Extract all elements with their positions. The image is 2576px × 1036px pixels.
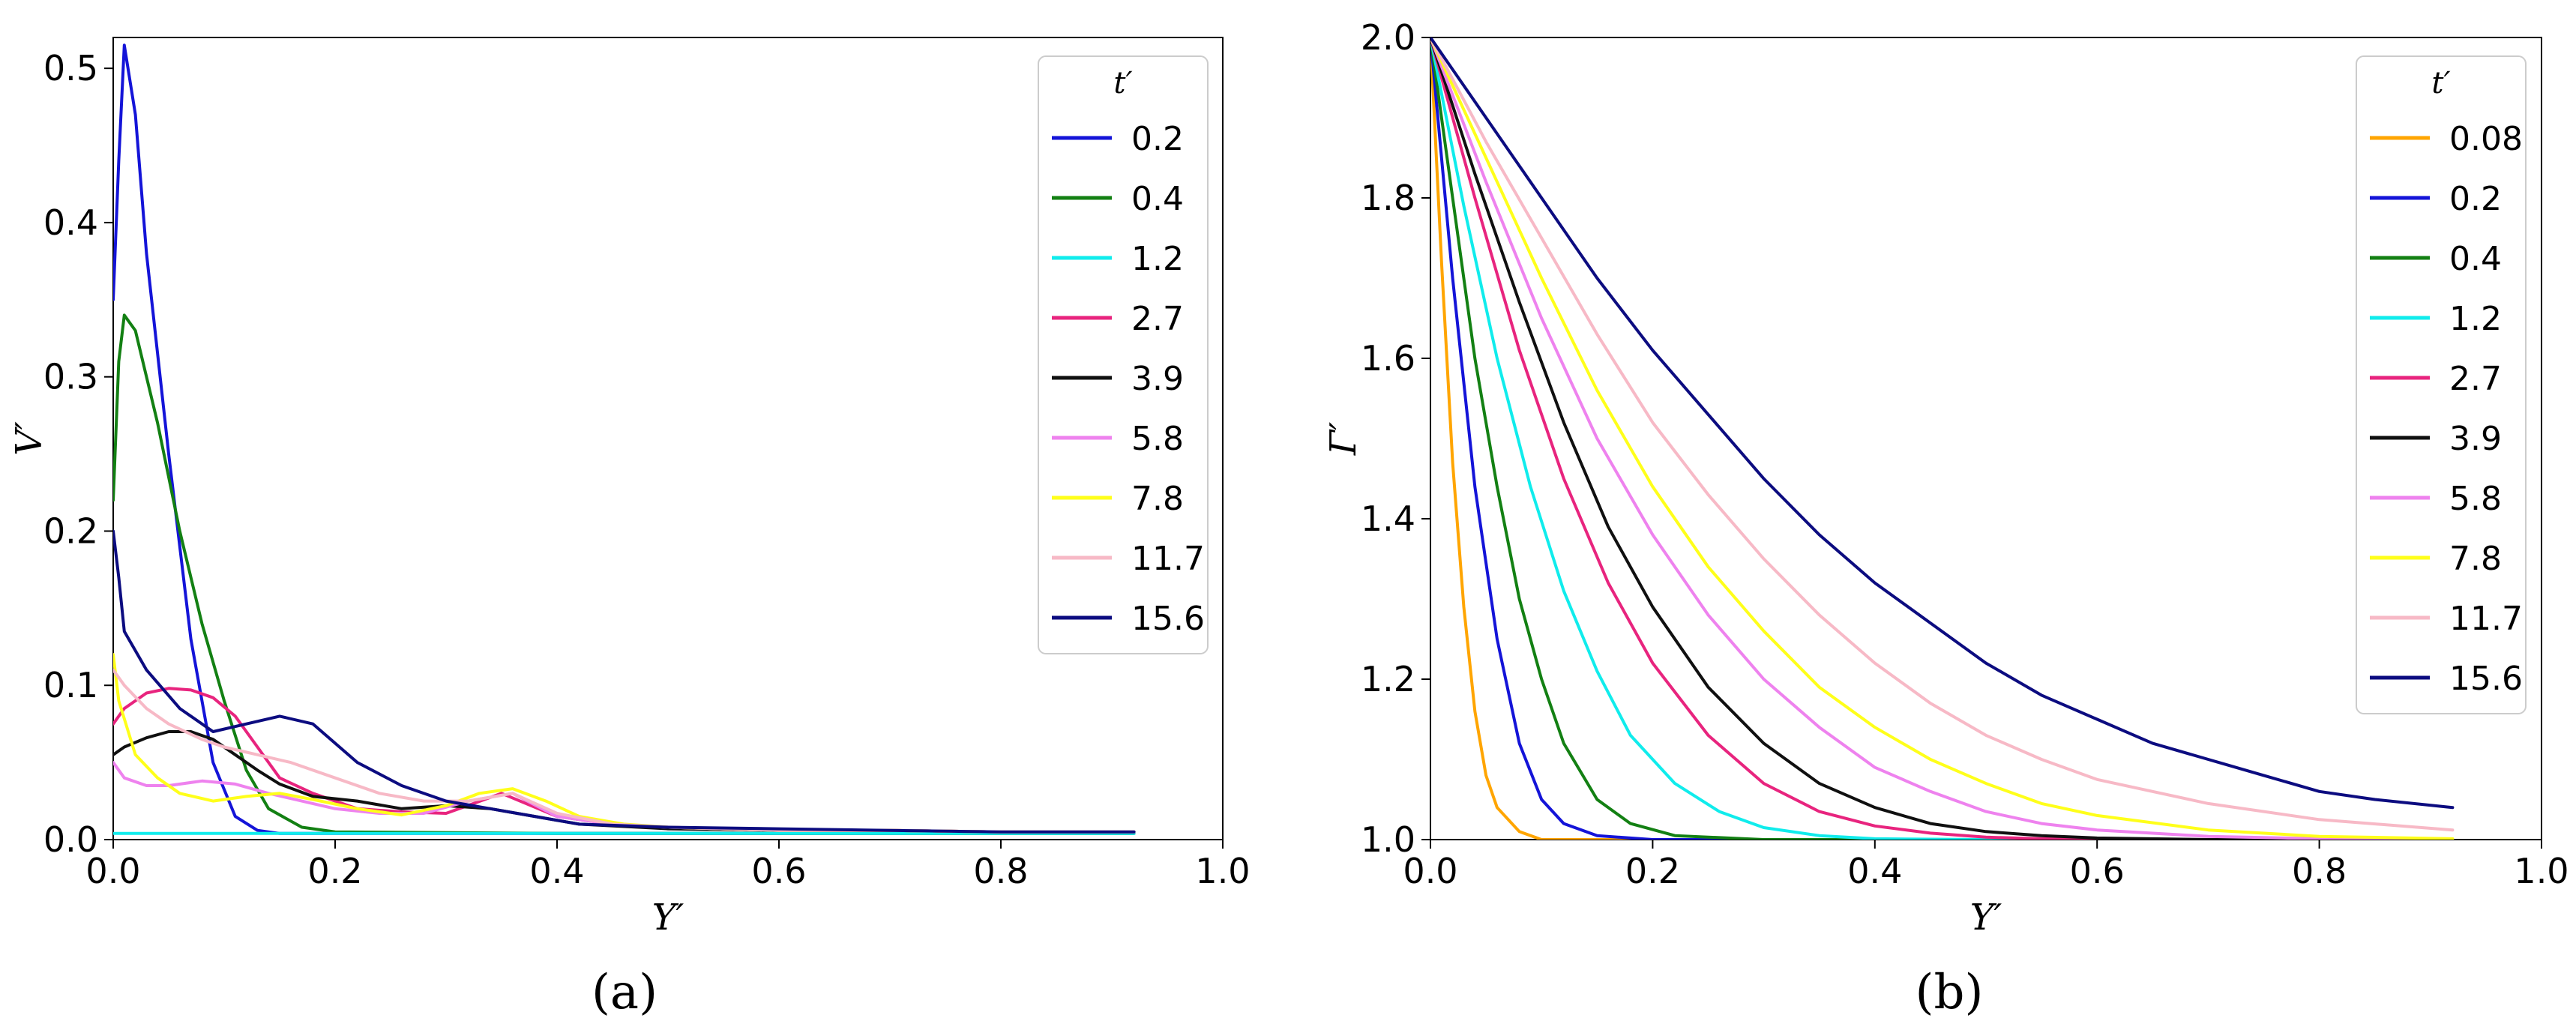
x-tick-label: 0.8 xyxy=(973,851,1028,891)
series-line-5-8 xyxy=(1430,37,2455,840)
series-line-3-9 xyxy=(1430,37,2455,840)
y-tick-label: 0.2 xyxy=(43,511,98,551)
legend-label: 11.7 xyxy=(1131,540,1205,578)
legend-label: 15.6 xyxy=(1131,600,1205,638)
x-tick-label: 0.2 xyxy=(1625,851,1680,891)
y-tick-label: 0.1 xyxy=(43,665,98,705)
series-line-11-7 xyxy=(1430,37,2455,832)
y-tick-label: 0.0 xyxy=(43,819,98,860)
x-ticks-a: 0.0 0.2 0.4 0.6 0.8 1.0 xyxy=(85,840,1251,891)
legend-label: 0.2 xyxy=(1131,120,1184,158)
legend-label: 15.6 xyxy=(2449,660,2523,698)
y-tick-label: 1.4 xyxy=(1361,499,1415,539)
series-line-7-8 xyxy=(1430,37,2455,840)
legend-label: 3.9 xyxy=(2449,420,2502,458)
series-line-0-08 xyxy=(1430,37,2455,840)
series-group-a xyxy=(113,43,1136,835)
x-ticks-b: 0.0 0.2 0.4 0.6 0.8 1.0 xyxy=(1403,840,2569,891)
chart-panel-b: 0.0 0.2 0.4 0.6 0.8 1.0 1.0 1.2 1.4 1.6 1.8 2.0 Y′… xyxy=(1322,17,2569,1020)
legend-label: 3.9 xyxy=(1131,360,1184,398)
x-axis-label-b: Y′ xyxy=(1970,897,2002,939)
y-tick-label: 2.0 xyxy=(1361,17,1415,58)
legend-title-b: t′ xyxy=(2431,66,2450,100)
y-tick-label: 1.6 xyxy=(1361,338,1415,379)
x-tick-label: 1.0 xyxy=(2514,851,2569,891)
legend-label: 0.4 xyxy=(2449,240,2502,278)
legend-label: 1.2 xyxy=(1131,240,1184,278)
y-axis-label-b: Γ′ xyxy=(1322,422,1364,456)
series-line-15-6 xyxy=(1430,37,2455,810)
series-line-0-4 xyxy=(1430,37,2455,840)
x-tick-label: 0.0 xyxy=(85,851,140,891)
series-line-5-8 xyxy=(113,761,1136,834)
legend-b: t′ 0.08 0.2 0.4 1.2 2.7 3.9 5.8 7.8 11.7 15.6 xyxy=(2356,55,2527,714)
legend-items-b: 0.08 0.2 0.4 1.2 2.7 3.9 5.8 7.8 11.7 15.6 xyxy=(2370,120,2523,698)
x-tick-label: 1.0 xyxy=(1195,851,1250,891)
series-line-15-6 xyxy=(113,529,1136,834)
legend-label: 7.8 xyxy=(2449,540,2502,578)
chart-panel-a: 0.0 0.2 0.4 0.6 0.8 1.0 0.0 0.1 0.2 0.3 0.4 0.5 Y′… xyxy=(8,37,1251,1020)
y-tick-label: 0.5 xyxy=(43,48,98,88)
legend-label: 7.8 xyxy=(1131,480,1184,518)
x-tick-label: 0.8 xyxy=(2292,851,2347,891)
y-ticks-a: 0.0 0.1 0.2 0.3 0.4 0.5 xyxy=(43,48,113,860)
legend-label: 0.4 xyxy=(1131,180,1184,218)
series-line-0-2 xyxy=(1430,37,2455,840)
y-tick-label: 0.3 xyxy=(43,357,98,397)
x-tick-label: 0.4 xyxy=(529,851,584,891)
legend-label: 5.8 xyxy=(2449,480,2502,518)
x-tick-label: 0.6 xyxy=(751,851,806,891)
x-tick-label: 0.4 xyxy=(1847,851,1902,891)
legend-label: 2.7 xyxy=(1131,300,1184,338)
series-line-1-2 xyxy=(1430,37,2455,840)
legend-items-a: 0.2 0.4 1.2 2.7 3.9 5.8 7.8 11.7 15.6 xyxy=(1052,120,1205,638)
legend-label: 1.2 xyxy=(2449,300,2502,338)
x-tick-label: 0.6 xyxy=(2070,851,2125,891)
series-line-2-7 xyxy=(113,687,1136,834)
legend-label: 11.7 xyxy=(2449,600,2523,638)
y-tick-label: 1.0 xyxy=(1361,819,1415,860)
y-tick-label: 1.2 xyxy=(1361,659,1415,699)
legend-label: 0.08 xyxy=(2449,120,2523,158)
y-tick-label: 1.8 xyxy=(1361,178,1415,218)
series-line-3-9 xyxy=(113,730,1136,834)
x-tick-label: 0.0 xyxy=(1403,851,1457,891)
legend-box-a xyxy=(1038,55,1209,654)
y-ticks-b: 1.0 1.2 1.4 1.6 1.8 2.0 xyxy=(1361,17,1430,860)
series-line-0-2 xyxy=(113,43,1136,835)
legend-label: 2.7 xyxy=(2449,360,2502,398)
legend-a: t′ 0.2 0.4 1.2 2.7 3.9 5.8 7.8 11.7 15.6 xyxy=(1038,55,1209,654)
series-line-2-7 xyxy=(1430,37,2455,840)
y-tick-label: 0.4 xyxy=(43,202,98,243)
legend-label: 5.8 xyxy=(1131,420,1184,458)
x-tick-label: 0.2 xyxy=(307,851,362,891)
panel-label-b: (b) xyxy=(1916,965,1984,1020)
legend-title-a: t′ xyxy=(1113,66,1132,100)
x-axis-label-a: Y′ xyxy=(652,897,684,939)
legend-box-b xyxy=(2356,55,2527,714)
plot-area-a xyxy=(112,37,1224,840)
panel-label-a: (a) xyxy=(592,965,657,1020)
series-group-b xyxy=(1430,37,2455,840)
legend-label: 0.2 xyxy=(2449,180,2502,218)
y-axis-label-a: V′ xyxy=(8,421,50,456)
